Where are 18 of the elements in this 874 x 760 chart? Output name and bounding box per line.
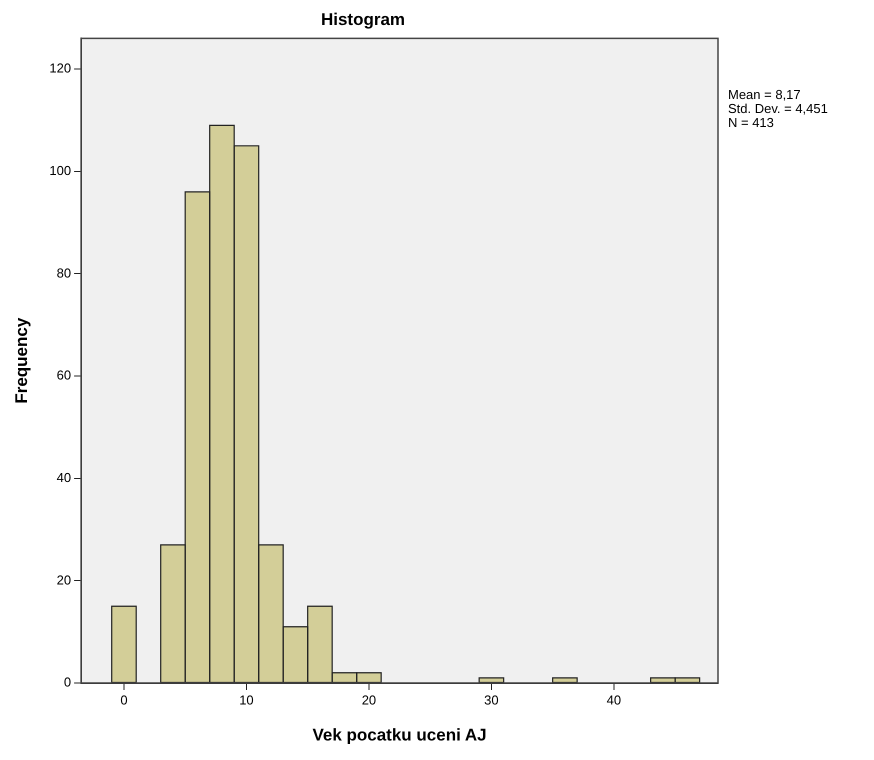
y-tick-label: 120 — [49, 60, 72, 76]
text: Std. Dev. = 4,451 — [728, 101, 828, 116]
x-tick-label: 30 — [484, 692, 499, 708]
x-tick-label: 0 — [120, 692, 128, 708]
y-tick-label: 80 — [56, 265, 72, 280]
y-tick-label: 0 — [64, 674, 72, 690]
y-tick-label: 100 — [49, 162, 72, 178]
text: Mean = 8,17 — [728, 87, 802, 102]
y-tick-label: 20 — [56, 572, 72, 588]
x-tick-label: 40 — [606, 692, 622, 708]
x-tick-label: 10 — [239, 692, 254, 708]
y-tick-label: 40 — [56, 470, 72, 485]
chart-title: Histogram — [320, 10, 406, 29]
y-tick-label: 60 — [56, 368, 72, 383]
x-axis-title: Vek pocatku uceni AJ — [312, 725, 487, 744]
x-tick-label: 20 — [362, 692, 376, 708]
y-axis-title: Frequency — [12, 317, 31, 404]
text: N = 413 — [728, 115, 775, 130]
